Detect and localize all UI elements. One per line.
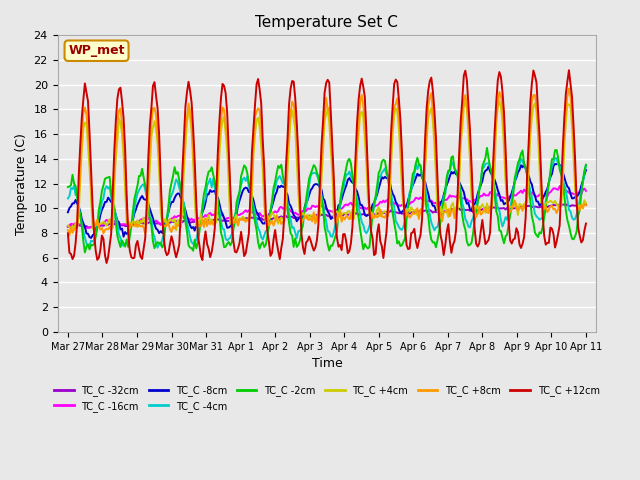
Y-axis label: Temperature (C): Temperature (C) — [15, 132, 28, 235]
Text: WP_met: WP_met — [68, 44, 125, 57]
Legend: TC_C -32cm, TC_C -16cm, TC_C -8cm, TC_C -4cm, TC_C -2cm, TC_C +4cm, TC_C +8cm, T: TC_C -32cm, TC_C -16cm, TC_C -8cm, TC_C … — [51, 381, 604, 416]
X-axis label: Time: Time — [312, 357, 342, 370]
Title: Temperature Set C: Temperature Set C — [255, 15, 398, 30]
